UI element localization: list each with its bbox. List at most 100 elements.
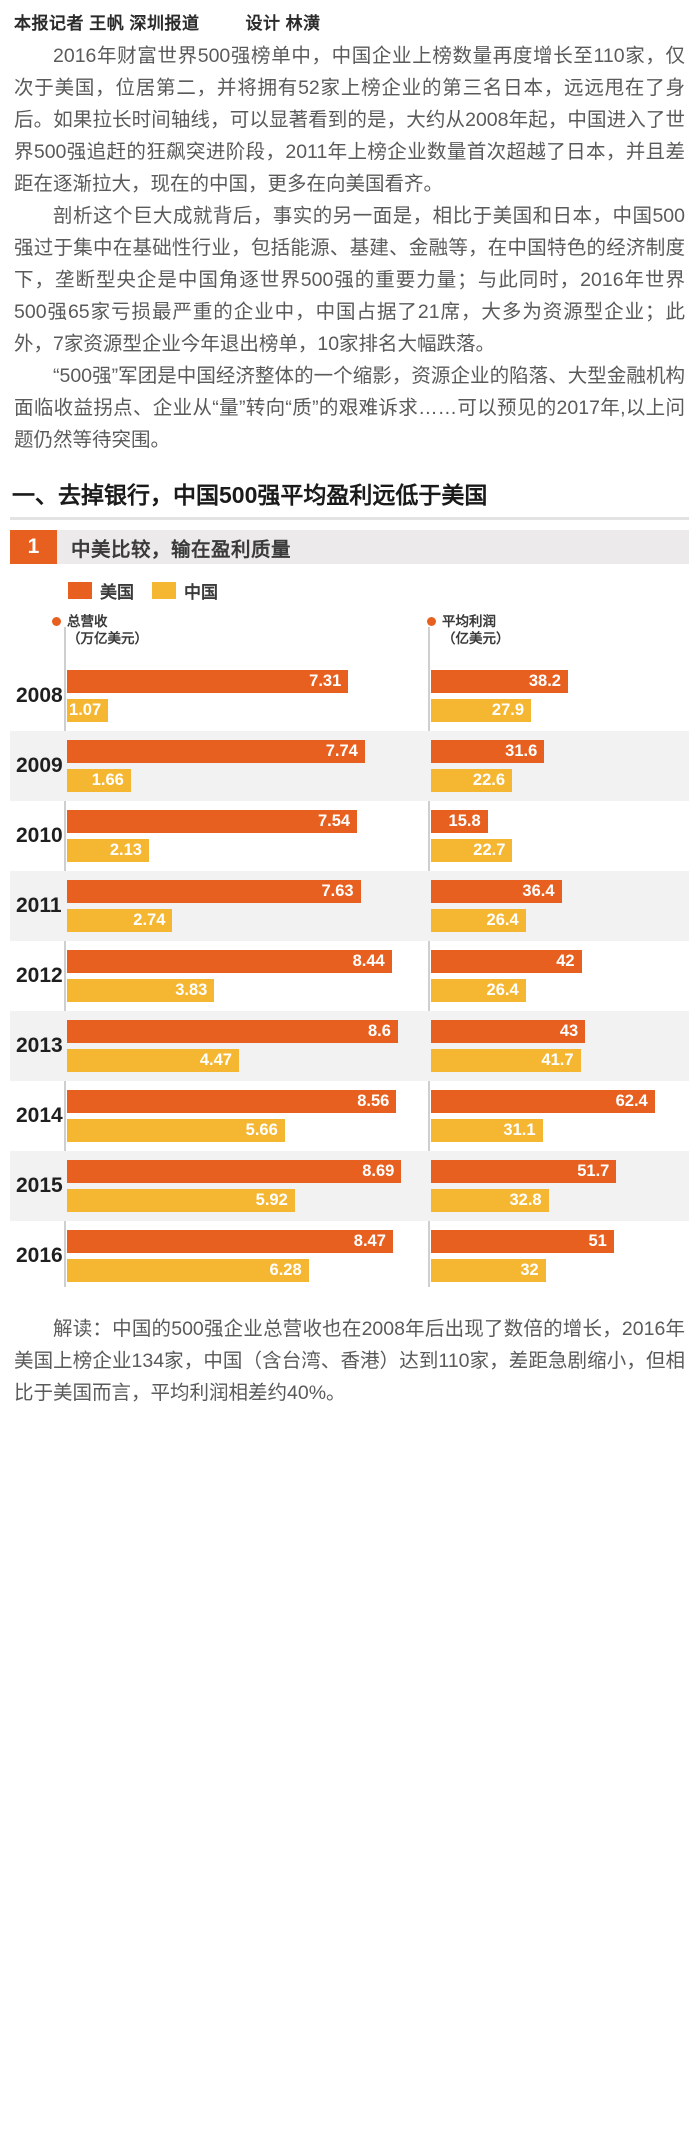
bar-revenue-cn: 2.13 <box>67 839 149 862</box>
bar-profit-us: 51 <box>431 1230 614 1253</box>
bar-profit-cn: 22.7 <box>431 839 513 862</box>
bar-value-label: 8.69 <box>362 1162 395 1180</box>
bar-profit-cn: 22.6 <box>431 769 513 792</box>
legend-swatch-us <box>68 582 92 599</box>
axis-left-line1: 总营收 <box>67 614 108 629</box>
chart-plot-area: 总营收 （万亿美元） 平均利润 （亿美元） 2008 7.31 1.07 38.2 27… <box>10 613 689 1297</box>
legend-item-cn: 中国 <box>152 578 218 603</box>
bar-profit-us: 36.4 <box>431 880 562 903</box>
chart-row: 2013 8.6 4.47 43 41.7 <box>10 1011 689 1081</box>
section-heading: 一、去掉银行，中国500强平均盈利远低于美国 <box>10 470 689 520</box>
legend-label-cn: 中国 <box>184 583 218 602</box>
bar-value-label: 6.28 <box>269 1261 302 1279</box>
bar-profit-us: 38.2 <box>431 670 568 693</box>
bar-value-label: 7.31 <box>309 672 342 690</box>
chart-row: 2010 7.54 2.13 15.8 22.7 <box>10 801 689 871</box>
bar-revenue-cn: 3.83 <box>67 979 215 1002</box>
bar-revenue-us: 8.56 <box>67 1090 397 1113</box>
axis-dot-right-icon <box>427 617 436 626</box>
article-paragraph: 2016年财富世界500强榜单中，中国企业上榜数量再度增长至110家，仅次于美国… <box>14 45 685 195</box>
bar-value-label: 5.66 <box>245 1121 278 1139</box>
chart-row-year: 2014 <box>16 1104 63 1127</box>
bar-revenue-us: 7.74 <box>67 740 365 763</box>
bar-profit-us: 51.7 <box>431 1160 617 1183</box>
axis-right-line2: （亿美元） <box>442 631 510 646</box>
bar-value-label: 36.4 <box>522 882 555 900</box>
bar-value-label: 62.4 <box>615 1092 648 1110</box>
bar-profit-us: 42 <box>431 950 582 973</box>
bar-value-label: 8.44 <box>352 952 385 970</box>
bar-profit-cn: 31.1 <box>431 1119 543 1142</box>
chart-row: 2012 8.44 3.83 42 26.4 <box>10 941 689 1011</box>
bar-profit-us: 43 <box>431 1020 586 1043</box>
chart-row: 2016 8.47 6.28 51 32 <box>10 1221 689 1291</box>
bar-revenue-us: 7.54 <box>67 810 358 833</box>
bar-revenue-cn: 1.66 <box>67 769 131 792</box>
chart-row: 2015 8.69 5.92 51.7 32.8 <box>10 1151 689 1221</box>
axis-dot-left-icon <box>52 617 61 626</box>
bar-revenue-us: 8.47 <box>67 1230 393 1253</box>
bar-value-label: 8.56 <box>357 1092 390 1110</box>
bar-value-label: 32 <box>520 1261 539 1279</box>
bar-value-label: 8.47 <box>353 1232 386 1250</box>
axis-line-right <box>428 627 430 1287</box>
article-body: 2016年财富世界500强榜单中，中国企业上榜数量再度增长至110家，仅次于美国… <box>10 40 689 456</box>
chart-title-bar: 1 中美比较，输在盈利质量 <box>10 530 689 564</box>
article-paragraph: 剖析这个巨大成就背后，事实的另一面是，相比于美国和日本，中国500强过于集中在基… <box>14 205 685 355</box>
bar-value-label: 43 <box>559 1022 579 1040</box>
bar-revenue-us: 8.6 <box>67 1020 398 1043</box>
bar-value-label: 51 <box>588 1232 607 1250</box>
bar-value-label: 31.6 <box>505 742 538 760</box>
chart-row-year: 2012 <box>16 964 63 987</box>
bar-value-label: 41.7 <box>541 1051 574 1069</box>
bar-value-label: 4.47 <box>199 1051 232 1069</box>
axis-right-line1: 平均利润 <box>442 614 496 629</box>
bar-value-label: 31.1 <box>503 1121 536 1139</box>
bar-revenue-cn: 2.74 <box>67 909 173 932</box>
bar-value-label: 15.8 <box>448 812 481 830</box>
legend-swatch-cn <box>152 582 176 599</box>
bar-value-label: 1.07 <box>69 701 102 719</box>
byline-reporter: 本报记者 王帆 深圳报道 <box>14 14 200 33</box>
chart-row-year: 2009 <box>16 754 63 777</box>
chart-row-year: 2010 <box>16 824 63 847</box>
chart-number-badge: 1 <box>10 530 57 564</box>
axis-left-line2: （万亿美元） <box>67 631 148 646</box>
bar-value-label: 32.8 <box>509 1191 542 1209</box>
bar-profit-us: 31.6 <box>431 740 545 763</box>
article-paragraph: “500强”军团是中国经济整体的一个缩影，资源企业的陷落、大型金融机构面临收益拐… <box>14 365 685 451</box>
chart-row: 2014 8.56 5.66 62.4 31.1 <box>10 1081 689 1151</box>
axis-line-left <box>64 627 66 1287</box>
bar-profit-cn: 26.4 <box>431 979 526 1002</box>
chart-title: 中美比较，输在盈利质量 <box>71 538 292 561</box>
bar-revenue-cn: 1.07 <box>67 699 109 722</box>
bar-value-label: 7.74 <box>325 742 358 760</box>
bar-profit-cn: 32.8 <box>431 1189 549 1212</box>
bar-revenue-cn: 5.66 <box>67 1119 285 1142</box>
bar-value-label: 7.63 <box>321 882 354 900</box>
chart-footnote: 解读：中国的500强企业总营收也在2008年后出现了数倍的增长，2016年美国上… <box>14 1318 685 1404</box>
bar-revenue-us: 8.44 <box>67 950 392 973</box>
axis-caption-right: 平均利润 （亿美元） <box>427 613 510 647</box>
bar-revenue-us: 8.69 <box>67 1160 402 1183</box>
bar-value-label: 42 <box>556 952 575 970</box>
bar-profit-cn: 27.9 <box>431 699 532 722</box>
bar-value-label: 22.7 <box>473 841 506 859</box>
bar-revenue-us: 7.31 <box>67 670 349 693</box>
bar-profit-cn: 41.7 <box>431 1049 581 1072</box>
bar-value-label: 8.6 <box>367 1022 391 1040</box>
chart-row: 2011 7.63 2.74 36.4 26.4 <box>10 871 689 941</box>
chart-row: 2009 7.74 1.66 31.6 22.6 <box>10 731 689 801</box>
legend-item-us: 美国 <box>68 578 134 603</box>
bar-value-label: 38.2 <box>528 672 561 690</box>
bar-value-label: 1.66 <box>91 771 124 789</box>
infographic-page: 本报记者 王帆 深圳报道 设计 林潢 2016年财富世界500强榜单中，中国企业上… <box>10 14 689 1404</box>
chart-row-year: 2013 <box>16 1034 63 1057</box>
chart-row-year: 2008 <box>16 684 63 707</box>
bar-profit-cn: 26.4 <box>431 909 526 932</box>
bar-value-label: 26.4 <box>486 981 519 999</box>
bar-revenue-cn: 6.28 <box>67 1259 309 1282</box>
bar-value-label: 2.13 <box>109 841 142 859</box>
bar-value-label: 22.6 <box>472 771 506 789</box>
bar-value-label: 5.92 <box>255 1191 288 1209</box>
